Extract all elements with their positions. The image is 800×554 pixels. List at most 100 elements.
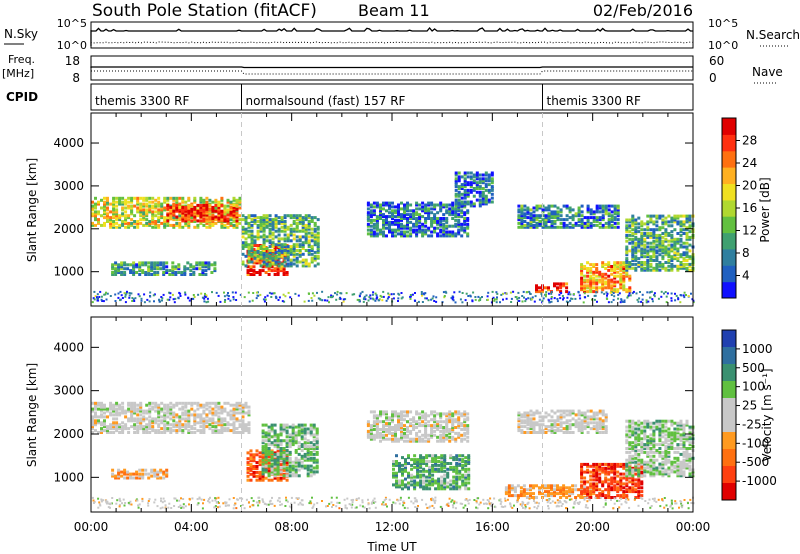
echo-cell bbox=[226, 217, 230, 221]
echo-cell bbox=[664, 253, 668, 257]
echo-cell bbox=[589, 216, 593, 220]
echo-cell bbox=[613, 210, 617, 214]
echo-cell bbox=[163, 220, 167, 223]
echo-cell bbox=[123, 263, 127, 267]
echo-cell bbox=[553, 212, 557, 216]
echo-cell bbox=[610, 220, 614, 223]
echo-cell bbox=[416, 463, 420, 467]
echo-cell bbox=[223, 427, 227, 431]
echo-cell bbox=[403, 230, 406, 234]
echo-cell bbox=[369, 220, 373, 224]
echo-cell bbox=[232, 213, 236, 217]
echo-cell bbox=[217, 417, 221, 421]
date-label: 02/Feb/2016 bbox=[593, 1, 693, 20]
echo-cell bbox=[448, 224, 452, 228]
echo-cell bbox=[244, 218, 248, 222]
echo-cell bbox=[205, 203, 209, 207]
echo-cell bbox=[392, 475, 395, 479]
echo-cell bbox=[250, 220, 254, 223]
echo-cell bbox=[256, 233, 260, 237]
echo-cell bbox=[175, 425, 179, 429]
echo-cell bbox=[244, 241, 248, 245]
echo-cell bbox=[154, 214, 158, 218]
echo-cell bbox=[135, 263, 139, 267]
echo-cell bbox=[586, 270, 590, 274]
echo-cell bbox=[580, 270, 584, 274]
echo-cell bbox=[127, 223, 131, 227]
echo-cell bbox=[658, 245, 662, 249]
echo-cell bbox=[452, 456, 456, 460]
echo-cell bbox=[451, 426, 455, 429]
echo-cell bbox=[372, 226, 376, 230]
echo-cell bbox=[274, 243, 278, 247]
echo-cell bbox=[580, 204, 584, 208]
echo-cell bbox=[465, 292, 468, 295]
echo-cell bbox=[439, 205, 443, 209]
echo-cell bbox=[416, 467, 420, 471]
echo-cell bbox=[451, 207, 455, 211]
echo-cell bbox=[464, 485, 468, 489]
echo-cell bbox=[385, 299, 388, 302]
echo-cell bbox=[610, 280, 614, 284]
echo-cell bbox=[319, 298, 322, 301]
echo-cell bbox=[190, 203, 194, 207]
echo-cell bbox=[589, 288, 593, 292]
echo-cell bbox=[607, 268, 611, 272]
echo-cell bbox=[454, 173, 458, 177]
y-tick-label: 3000 bbox=[53, 179, 84, 193]
echo-cell bbox=[139, 425, 143, 429]
echo-cell bbox=[267, 464, 271, 468]
echo-cell bbox=[160, 214, 164, 218]
echo-cell bbox=[310, 216, 314, 220]
echo-cell bbox=[391, 420, 394, 424]
echo-cell bbox=[211, 213, 215, 217]
echo-cell bbox=[454, 412, 458, 416]
echo-cell bbox=[580, 282, 584, 286]
echo-cell bbox=[294, 425, 298, 429]
echo-cell bbox=[379, 294, 382, 297]
echo-cell bbox=[166, 423, 170, 427]
echo-cell bbox=[250, 254, 254, 258]
echo-cell bbox=[249, 463, 253, 467]
echo-cell bbox=[130, 200, 134, 204]
echo-cell bbox=[270, 269, 274, 273]
echo-cell bbox=[193, 296, 196, 298]
echo-cell bbox=[304, 231, 308, 235]
echo-cell bbox=[103, 212, 106, 216]
echo-cell bbox=[190, 413, 194, 417]
echo-cell bbox=[304, 260, 308, 264]
echo-cell bbox=[127, 225, 131, 229]
echo-cell bbox=[241, 229, 245, 233]
echo-cell bbox=[586, 210, 590, 214]
echo-cell bbox=[232, 209, 236, 213]
echo-cell bbox=[616, 263, 620, 267]
echo-cell bbox=[137, 293, 140, 296]
echo-cell bbox=[538, 286, 541, 290]
nsky-label: N.Sky bbox=[4, 27, 38, 41]
echo-cell bbox=[309, 452, 313, 456]
echo-cell bbox=[400, 215, 403, 219]
echo-cell bbox=[685, 245, 689, 249]
echo-cell bbox=[276, 470, 280, 474]
echo-cell bbox=[676, 239, 680, 243]
echo-cell bbox=[664, 216, 668, 220]
echo-cell bbox=[198, 263, 202, 267]
echo-cell bbox=[151, 212, 155, 216]
echo-cell bbox=[190, 207, 194, 211]
echo-cell bbox=[294, 435, 298, 439]
echo-cell bbox=[291, 425, 295, 429]
echo-cell bbox=[187, 401, 191, 405]
echo-cell bbox=[190, 403, 194, 407]
echo-cell bbox=[449, 487, 453, 491]
echo-cell bbox=[132, 298, 135, 301]
echo-cell bbox=[252, 459, 256, 463]
echo-cell bbox=[379, 228, 382, 232]
echo-cell bbox=[311, 292, 314, 295]
echo-cell bbox=[366, 429, 370, 433]
echo-cell bbox=[484, 177, 488, 181]
echo-cell bbox=[117, 296, 120, 299]
echo-cell bbox=[445, 230, 449, 234]
echo-cell bbox=[646, 228, 650, 232]
echo-cell bbox=[442, 230, 446, 234]
echo-cell bbox=[157, 208, 161, 212]
